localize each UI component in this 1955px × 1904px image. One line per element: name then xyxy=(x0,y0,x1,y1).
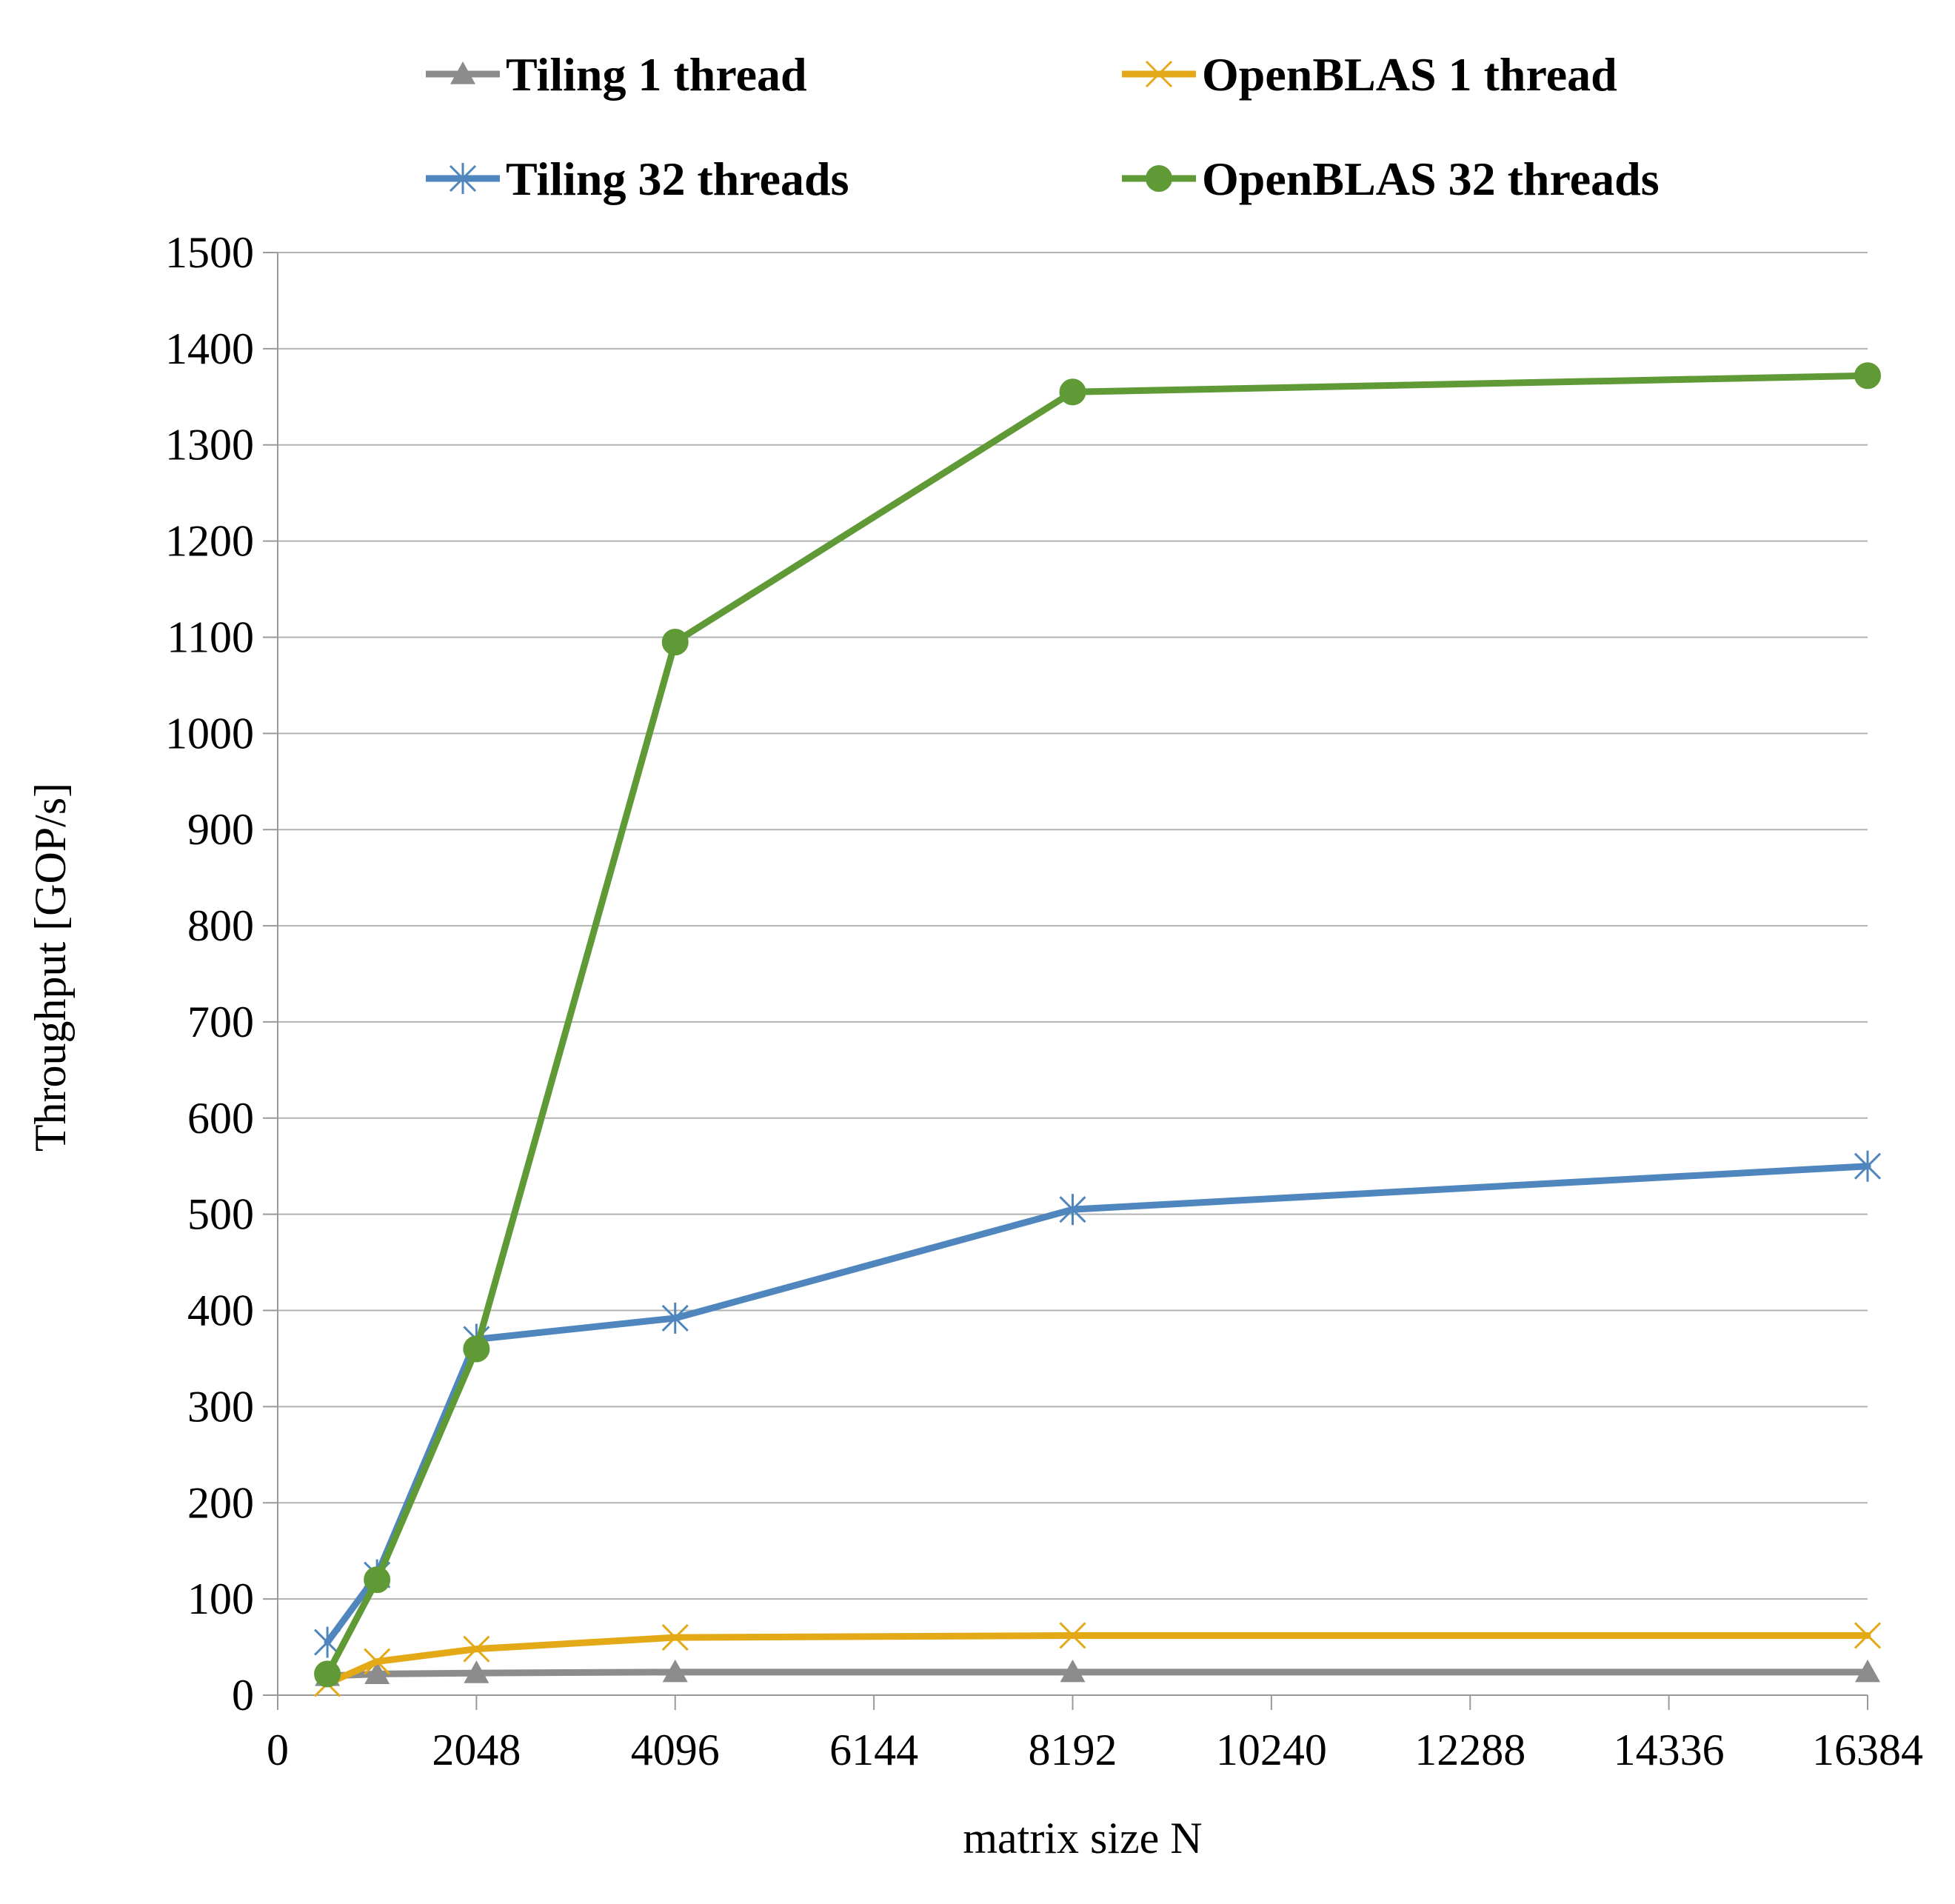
point-openblas-32-threads-1024 xyxy=(364,1566,391,1594)
y-tick-label-0: 0 xyxy=(232,1671,254,1720)
y-tick-label-200: 200 xyxy=(187,1478,254,1527)
y-tick-label-1100: 1100 xyxy=(167,612,254,661)
x-tick-labels: 0 2048 4096 6144 8192 10240 12288 14336 16384 xyxy=(267,1726,1923,1774)
x-tick-label-0: 0 xyxy=(267,1726,289,1774)
legend-marker-tiling-32-threads xyxy=(449,163,477,194)
x-tick-label-12288: 12288 xyxy=(1414,1726,1525,1774)
series-layer xyxy=(314,362,1882,1697)
legend-item-openblas-1-thread: OpenBLAS 1 thread xyxy=(1122,48,1617,101)
x-tick-label-8192: 8192 xyxy=(1029,1726,1117,1774)
point-tiling-32-threads-8192 xyxy=(1059,1194,1086,1226)
point-openblas-32-threads-512 xyxy=(314,1660,341,1688)
legend-marker-openblas-32-threads xyxy=(1146,165,1172,192)
y-tick-label-500: 500 xyxy=(187,1190,254,1239)
legend-label-tiling-32-threads: Tiling 32 threads xyxy=(506,153,849,205)
legend-label-openblas-1-thread: OpenBLAS 1 thread xyxy=(1202,48,1617,101)
series-line-openblas-32-threads xyxy=(324,372,1871,1677)
y-tick-label-1300: 1300 xyxy=(165,421,254,470)
point-tiling-1-thread-2048 xyxy=(464,1660,489,1683)
x-tick-label-4096: 4096 xyxy=(631,1726,720,1774)
point-openblas-32-threads-2048 xyxy=(463,1335,490,1363)
y-tick-labels: 0 100 200 300 400 500 600 700 800 900 1000 1100 1200… xyxy=(165,228,254,1720)
point-openblas-1-thread-16384 xyxy=(1854,1622,1882,1649)
legend-marker-tiling-1-thread xyxy=(450,61,475,84)
y-tick-label-800: 800 xyxy=(187,901,254,950)
y-tick-label-900: 900 xyxy=(187,805,254,854)
y-tick-label-1000: 1000 xyxy=(165,709,254,758)
point-tiling-32-threads-512 xyxy=(314,1626,341,1658)
legend-label-tiling-1-thread: Tiling 1 thread xyxy=(506,48,807,101)
legend-item-tiling-1-thread: Tiling 1 thread xyxy=(426,48,807,101)
y-tick-label-1200: 1200 xyxy=(165,517,254,566)
point-openblas-32-threads-16384 xyxy=(1854,362,1881,390)
legend-label-openblas-32-threads: OpenBLAS 32 threads xyxy=(1202,153,1660,205)
legend-marker-openblas-1-thread xyxy=(1145,60,1173,88)
y-tick-label-100: 100 xyxy=(187,1574,254,1623)
y-tick-label-1400: 1400 xyxy=(165,324,254,373)
series-line-openblas-1-thread xyxy=(324,1631,1871,1687)
series-tiling-1-thread xyxy=(315,1659,1880,1686)
point-openblas-1-thread-8192 xyxy=(1059,1622,1086,1649)
y-tick-label-700: 700 xyxy=(187,998,254,1046)
point-tiling-32-threads-4096 xyxy=(661,1302,689,1334)
point-tiling-1-thread-4096 xyxy=(662,1659,688,1683)
point-openblas-1-thread-1024 xyxy=(364,1648,391,1675)
x-tick-label-16384: 16384 xyxy=(1812,1726,1923,1774)
point-tiling-1-thread-8192 xyxy=(1060,1659,1086,1683)
x-tick-label-2048: 2048 xyxy=(432,1726,521,1774)
point-tiling-1-thread-1024 xyxy=(364,1661,390,1685)
point-tiling-32-threads-16384 xyxy=(1854,1150,1882,1182)
y-tick-label-300: 300 xyxy=(187,1382,254,1431)
x-tick-label-6144: 6144 xyxy=(829,1726,918,1774)
y-axis-title: Throughput [GOP/s] xyxy=(26,783,75,1152)
legend: Tiling 1 thread OpenBLAS 1 thread Tiling 3… xyxy=(426,48,1660,205)
point-openblas-32-threads-8192 xyxy=(1059,378,1086,406)
series-openblas-1-thread xyxy=(314,1622,1882,1697)
legend-item-tiling-32-threads: Tiling 32 threads xyxy=(426,153,849,205)
series-line-tiling-32-threads xyxy=(324,1163,1871,1646)
y-tick-label-600: 600 xyxy=(187,1094,254,1143)
point-tiling-1-thread-16384 xyxy=(1855,1659,1880,1683)
gridlines xyxy=(278,252,1868,1600)
y-tick-label-400: 400 xyxy=(187,1286,254,1335)
point-openblas-1-thread-2048 xyxy=(463,1635,490,1663)
axes xyxy=(263,252,1868,1710)
x-tick-label-14336: 14336 xyxy=(1614,1726,1725,1774)
x-axis-title: matrix size N xyxy=(963,1814,1202,1863)
point-openblas-32-threads-4096 xyxy=(661,628,689,655)
series-tiling-32-threads xyxy=(314,1150,1882,1658)
legend-item-openblas-32-threads: OpenBLAS 32 threads xyxy=(1122,153,1660,205)
point-openblas-1-thread-4096 xyxy=(661,1624,689,1651)
y-tick-label-1500: 1500 xyxy=(165,228,254,277)
series-line-tiling-1-thread xyxy=(324,1668,1871,1680)
series-openblas-32-threads xyxy=(314,362,1881,1688)
x-tick-label-10240: 10240 xyxy=(1216,1726,1327,1774)
